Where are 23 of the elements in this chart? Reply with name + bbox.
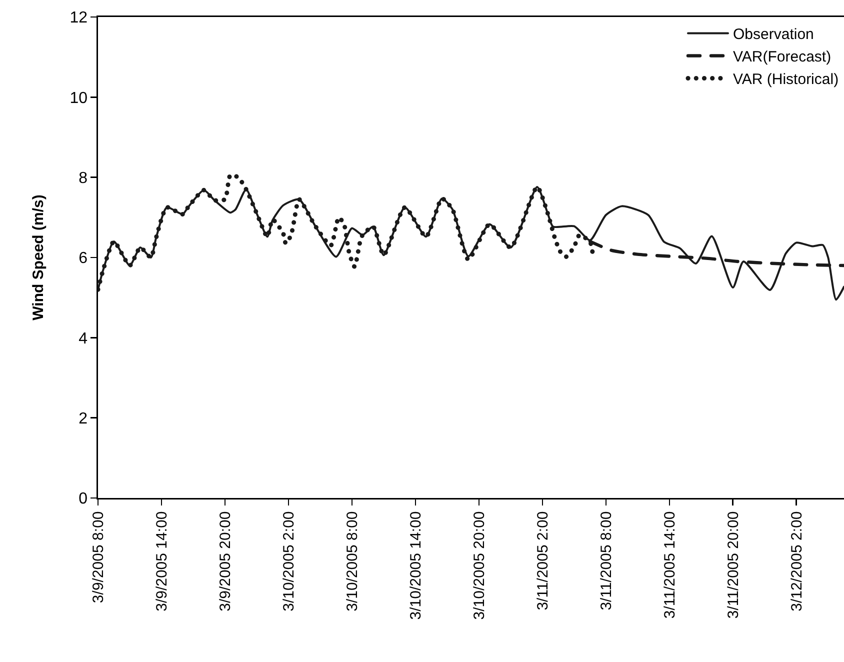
x-tick-label: 3/9/2005 14:00 <box>153 511 170 612</box>
legend-label: Observation <box>733 26 814 44</box>
x-tick-label: 3/10/2005 20:00 <box>470 511 488 620</box>
legend-label: VAR (Historical) <box>733 71 839 88</box>
x-tick-label: 3/9/2005 20:00 <box>216 511 234 612</box>
y-tick-label: 10 <box>70 90 88 107</box>
legend-label: VAR(Forecast) <box>733 48 832 66</box>
y-tick-label: 8 <box>78 170 88 187</box>
y-tick-label: 6 <box>78 250 88 268</box>
x-tick-label: 3/11/2005 14:00 <box>661 511 678 619</box>
x-tick-label: 3/11/2005 20:00 <box>724 511 742 619</box>
x-tick-label: 3/10/2005 2:00 <box>280 511 298 612</box>
x-tick-label: 3/10/2005 14:00 <box>407 511 424 620</box>
x-tick-label: 3/11/2005 2:00 <box>534 511 552 610</box>
x-tick-label: 3/9/2005 8:00 <box>90 511 107 604</box>
y-tick-label: 4 <box>78 330 88 348</box>
y-tick-label: 12 <box>70 10 88 27</box>
x-tick-label: 3/11/2005 8:00 <box>598 511 615 610</box>
x-tick-label: 3/10/2005 8:00 <box>344 511 361 612</box>
y-tick-label: 0 <box>78 490 88 508</box>
x-tick-label: 3/12/2005 2:00 <box>788 511 806 612</box>
y-tick-label: 2 <box>78 410 88 428</box>
y-axis-title: Wind Speed (m/s) <box>30 194 48 320</box>
